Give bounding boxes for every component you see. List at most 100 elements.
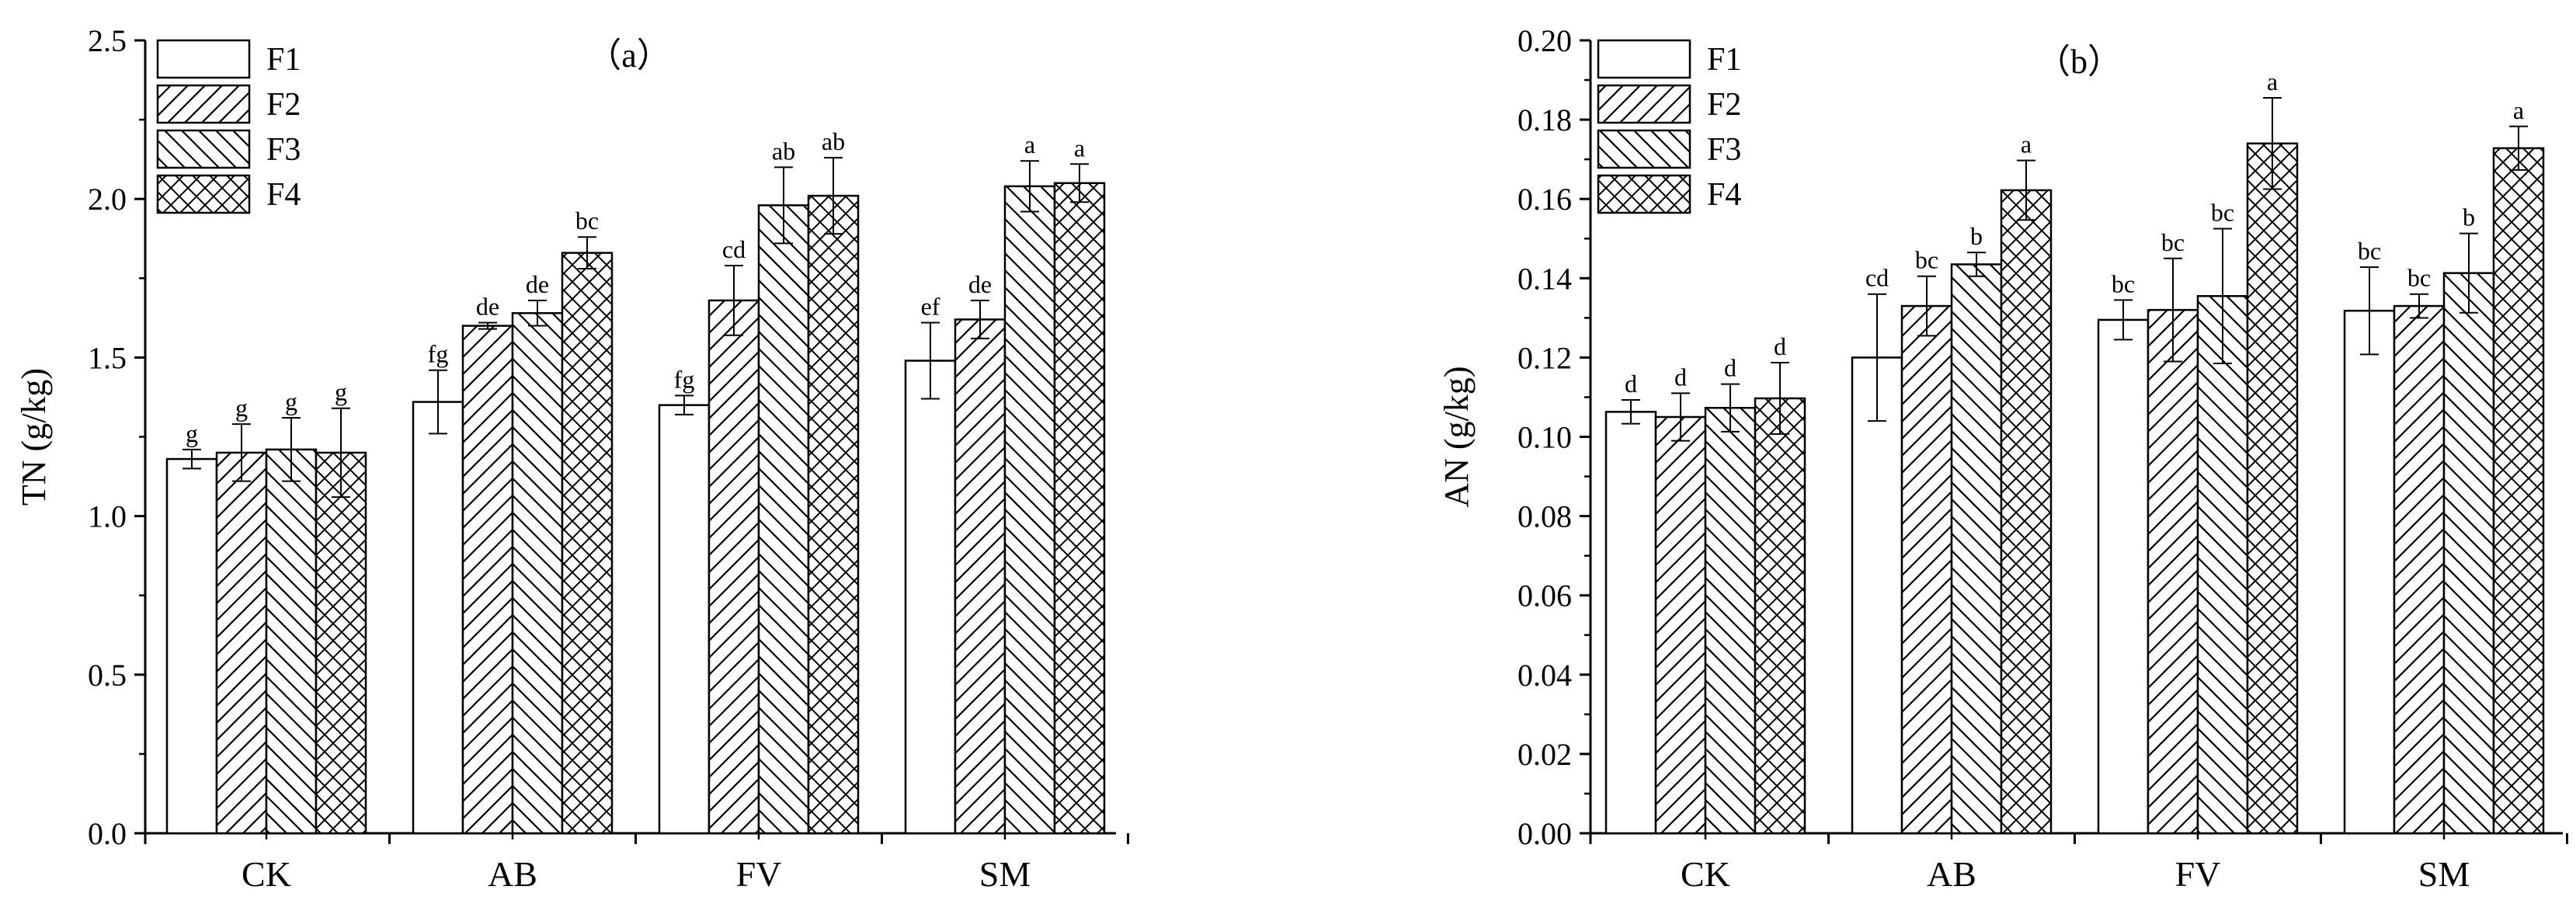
y-tick-label: 2.0 — [88, 182, 127, 217]
legend-swatch-f1 — [156, 39, 251, 79]
y-tick-label: 0.08 — [1517, 499, 1572, 534]
bar-f4 — [1053, 182, 1106, 835]
significance-label: a — [2513, 96, 2524, 124]
y-tick-label: 0.18 — [1517, 103, 1572, 137]
y-tick-label: 0.0 — [88, 816, 127, 851]
bar-f2 — [2147, 308, 2199, 835]
significance-label: de — [968, 270, 992, 298]
significance-label: d — [1674, 363, 1687, 391]
bar-f2 — [1900, 304, 1953, 835]
x-category-label: AB — [488, 854, 537, 894]
bar-f3 — [1950, 263, 2003, 835]
significance-label: a — [2021, 130, 2032, 158]
significance-label: de — [476, 292, 499, 320]
bar-f2 — [461, 325, 514, 835]
bar-f4 — [2492, 147, 2545, 835]
legend-label: F4 — [266, 177, 301, 213]
legend-swatch-f3 — [1597, 129, 1691, 169]
bar-f3 — [2442, 272, 2495, 835]
significance-label: a — [2267, 68, 2278, 96]
significance-label: bc — [575, 207, 599, 235]
y-tick-label: 2.5 — [88, 23, 127, 58]
significance-label: a — [1074, 134, 1085, 162]
bar-f3 — [1704, 406, 1757, 835]
legend-label: F1 — [266, 42, 301, 78]
legend-label: F2 — [266, 87, 301, 123]
x-category-label: CK — [242, 854, 291, 894]
y-tick-label: 0.12 — [1517, 340, 1572, 375]
bar-f4 — [315, 451, 367, 835]
significance-label: cd — [1865, 264, 1889, 292]
significance-label: cd — [722, 235, 746, 263]
significance-label: bc — [1915, 246, 1938, 274]
significance-label: g — [235, 394, 248, 422]
legend-swatch-f2 — [156, 84, 251, 124]
y-tick-label: 0.16 — [1517, 182, 1572, 217]
significance-label: d — [1724, 354, 1736, 382]
bar-f4 — [2246, 142, 2299, 835]
y-tick-label: 0.20 — [1517, 23, 1572, 58]
legend-swatch-f3 — [156, 129, 251, 169]
bar-f1 — [165, 457, 218, 835]
y-tick-label: 0.10 — [1517, 420, 1572, 455]
y-tick-label: 0.5 — [88, 658, 127, 693]
x-category-label: AB — [1927, 854, 1976, 894]
legend-label: F2 — [1707, 87, 1741, 123]
x-category-label: FV — [2175, 854, 2221, 894]
bar-f1 — [412, 401, 464, 835]
chart-panel-b: 0.00 0.02 0.04 0.06 0.08 0.10 0.12 0.14 0.16 0.18… — [1437, 23, 2568, 894]
y-tick-label: 1.5 — [88, 340, 127, 375]
significance-label: ef — [921, 292, 940, 320]
significance-label: g — [335, 378, 347, 406]
y-tick-label: 0.14 — [1517, 261, 1572, 296]
significance-label: a — [1024, 130, 1035, 158]
chart-title: （b） — [2036, 43, 2122, 81]
bar-f1 — [658, 404, 711, 835]
bar-f1 — [2097, 318, 2150, 835]
chart-panel-a: 0.0 0.5 1.0 1.5 2.0 2.5 TN (g/kg) CK AB FV SM g fg fg… — [15, 23, 1129, 894]
legend-label: F1 — [1707, 42, 1741, 78]
bar-f3 — [511, 311, 564, 835]
bar-f2 — [1654, 415, 1707, 835]
bar-f2 — [707, 299, 760, 835]
y-tick-label: 0.06 — [1517, 579, 1572, 613]
significance-label: b — [1970, 222, 1983, 250]
y-tick-label: 0.04 — [1517, 658, 1572, 693]
bar-f3 — [265, 448, 318, 835]
significance-label: b — [2463, 203, 2475, 231]
x-category-label: FV — [736, 854, 782, 894]
bar-f1 — [2343, 309, 2396, 835]
y-axis-label: AN (g/kg) — [1437, 366, 1476, 507]
significance-label: bc — [2161, 228, 2185, 256]
legend-swatch-f1 — [1597, 39, 1691, 79]
y-tick-label: 0.00 — [1517, 816, 1572, 851]
bar-f3 — [2196, 295, 2249, 835]
significance-label: ab — [772, 137, 795, 165]
legend-swatch-f4 — [156, 174, 251, 214]
bar-f4 — [561, 252, 614, 835]
y-tick-label: 1.0 — [88, 499, 127, 534]
bar-f3 — [757, 204, 810, 835]
bar-f1 — [904, 360, 957, 835]
significance-label: bc — [2407, 264, 2431, 292]
x-category-label: CK — [1681, 854, 1730, 894]
bar-f4 — [807, 194, 860, 835]
legend-label: F4 — [1707, 177, 1741, 213]
significance-label: d — [1774, 332, 1786, 360]
significance-label: de — [526, 270, 549, 298]
legend-label: F3 — [266, 132, 301, 168]
legend-label: F3 — [1707, 132, 1741, 168]
significance-label: bc — [2112, 269, 2135, 297]
bar-f1 — [1851, 356, 1903, 835]
significance-label: d — [1625, 370, 1637, 398]
x-category-label: SM — [2418, 854, 2470, 894]
chart-title: （a） — [587, 36, 671, 75]
significance-label: bc — [2358, 237, 2381, 265]
legend-swatch-f4 — [1597, 174, 1691, 214]
bar-f3 — [1003, 185, 1056, 835]
significance-label: ab — [822, 127, 845, 155]
significance-label: fg — [674, 365, 695, 393]
significance-label: fg — [428, 340, 449, 368]
y-axis-label: TN (g/kg) — [15, 368, 53, 506]
